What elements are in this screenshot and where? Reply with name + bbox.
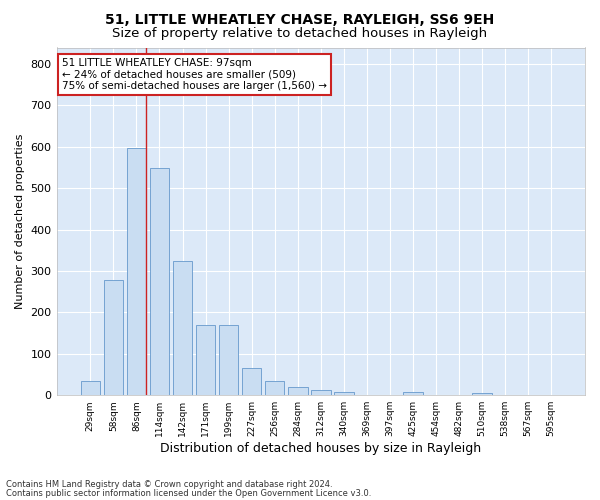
Bar (219, 325, 238, 395)
Bar (265, 380, 284, 395)
Bar (149, 168, 169, 395)
Bar (472, 393, 492, 395)
Text: Size of property relative to detached houses in Rayleigh: Size of property relative to detached ho… (112, 28, 488, 40)
Text: Contains HM Land Registry data © Crown copyright and database right 2024.: Contains HM Land Registry data © Crown c… (6, 480, 332, 489)
Bar (311, 390, 331, 395)
Bar (288, 387, 308, 395)
Text: 51, LITTLE WHEATLEY CHASE, RAYLEIGH, SS6 9EH: 51, LITTLE WHEATLEY CHASE, RAYLEIGH, SS6… (106, 12, 494, 26)
X-axis label: Distribution of detached houses by size in Rayleigh: Distribution of detached houses by size … (160, 442, 481, 455)
Bar (334, 392, 353, 395)
Text: 51 LITTLE WHEATLEY CHASE: 97sqm
← 24% of detached houses are smaller (509)
75% o: 51 LITTLE WHEATLEY CHASE: 97sqm ← 24% of… (62, 58, 327, 91)
Bar (127, 148, 146, 395)
Bar (196, 325, 215, 395)
Bar (242, 368, 262, 395)
Bar (173, 260, 193, 395)
Bar (104, 280, 123, 395)
Bar (403, 392, 423, 395)
Y-axis label: Number of detached properties: Number of detached properties (15, 134, 25, 309)
Text: Contains public sector information licensed under the Open Government Licence v3: Contains public sector information licen… (6, 488, 371, 498)
Bar (80, 380, 100, 395)
